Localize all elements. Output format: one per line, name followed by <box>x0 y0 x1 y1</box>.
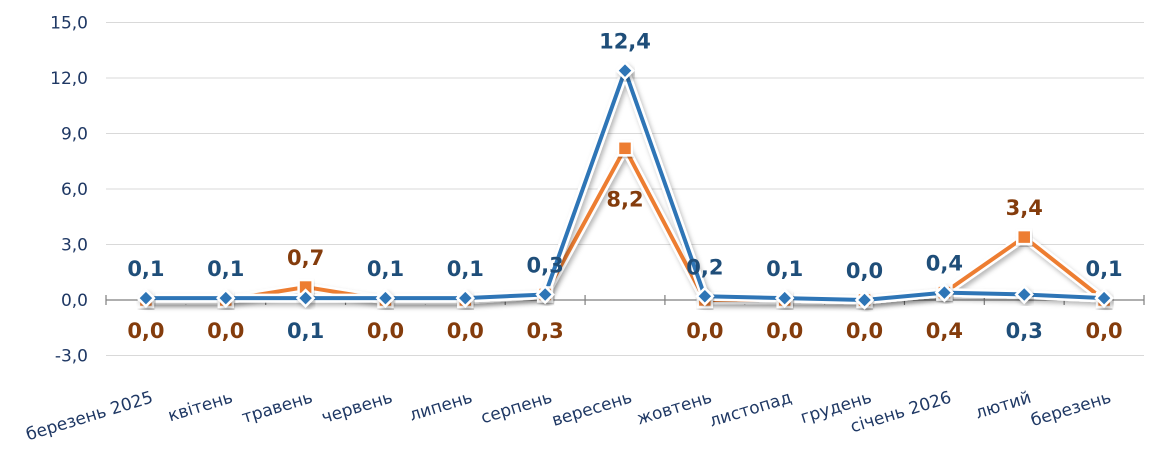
y-tick-label: -3,0 <box>55 347 88 367</box>
data-label: 12,4 <box>599 30 651 54</box>
data-label: 0,1 <box>367 257 404 281</box>
data-label: 0,2 <box>686 255 723 279</box>
y-tick-label: 3,0 <box>61 236 88 256</box>
y-tick-label: 15,0 <box>50 14 88 34</box>
data-label: 0,4 <box>926 319 963 343</box>
x-tick-label: вересень <box>550 388 635 431</box>
data-point-marker <box>295 288 316 308</box>
y-tick-label: 12,0 <box>50 69 88 89</box>
data-point-marker <box>1014 284 1034 305</box>
x-tick-label: листопад <box>707 388 794 432</box>
data-label: 0,0 <box>686 319 723 343</box>
data-label: 0,1 <box>1085 257 1122 281</box>
x-tick-label: квітень <box>166 388 235 427</box>
x-tick-label: березень 2025 <box>24 388 156 446</box>
data-point-marker <box>1015 228 1033 246</box>
data-point-marker <box>1094 288 1114 308</box>
x-tick-label: червень <box>319 388 395 428</box>
data-point-marker <box>934 282 955 303</box>
data-label: 0,0 <box>1085 319 1122 343</box>
data-label: 3,4 <box>1006 196 1043 220</box>
data-label: 0,7 <box>287 246 324 270</box>
data-point-marker <box>854 290 875 310</box>
data-point-marker <box>535 284 555 305</box>
data-labels: 0,1 0,1 0,1 0,1 0,1 0,3 12,4 0,2 0,1 0,0 0,4 0,3 0,1… <box>127 30 1122 343</box>
y-axis: -3,0 0,0 3,0 6,0 9,0 12,0 15,0 <box>50 14 88 367</box>
x-tick-label: березень <box>1028 388 1113 431</box>
y-tick-label: 6,0 <box>61 180 88 200</box>
x-tick-label: серпень <box>479 388 555 429</box>
x-tick-label: жовтень <box>635 388 715 430</box>
y-tick-label: 0,0 <box>61 291 88 311</box>
x-tick-label: травень <box>240 388 315 428</box>
data-label: 0,3 <box>527 253 564 277</box>
x-tick-label: липень <box>407 388 475 426</box>
x-tick-label: лютий <box>973 388 1034 424</box>
x-axis: березень 2025 квітень травень червень липень… <box>24 295 1145 446</box>
data-label: 0,3 <box>1006 319 1043 343</box>
data-point-marker <box>615 60 635 81</box>
data-label: 0,0 <box>367 319 404 343</box>
data-label: 0,3 <box>527 319 564 343</box>
data-point-marker <box>774 288 795 308</box>
data-label: 0,0 <box>207 319 244 343</box>
data-label: 0,0 <box>127 319 164 343</box>
data-point-marker <box>375 288 396 308</box>
data-label: 0,1 <box>287 319 324 343</box>
data-label: 0,0 <box>766 319 803 343</box>
data-label: 0,0 <box>846 319 883 343</box>
data-label: 0,0 <box>846 259 883 283</box>
data-label: 0,4 <box>926 252 963 276</box>
y-tick-label: 9,0 <box>61 125 88 145</box>
data-label: 0,1 <box>766 257 803 281</box>
data-label: 0,0 <box>447 319 484 343</box>
data-label: 0,1 <box>127 257 164 281</box>
data-point-marker <box>616 140 634 157</box>
data-label: 0,1 <box>207 257 244 281</box>
data-point-marker <box>136 288 156 308</box>
data-point-marker <box>455 288 476 308</box>
series-line-halo <box>141 143 1109 305</box>
data-label: 8,2 <box>606 187 643 211</box>
series-markers <box>136 60 1114 310</box>
data-point-marker <box>695 286 715 307</box>
data-label: 0,1 <box>447 257 484 281</box>
data-point-marker <box>216 288 236 308</box>
